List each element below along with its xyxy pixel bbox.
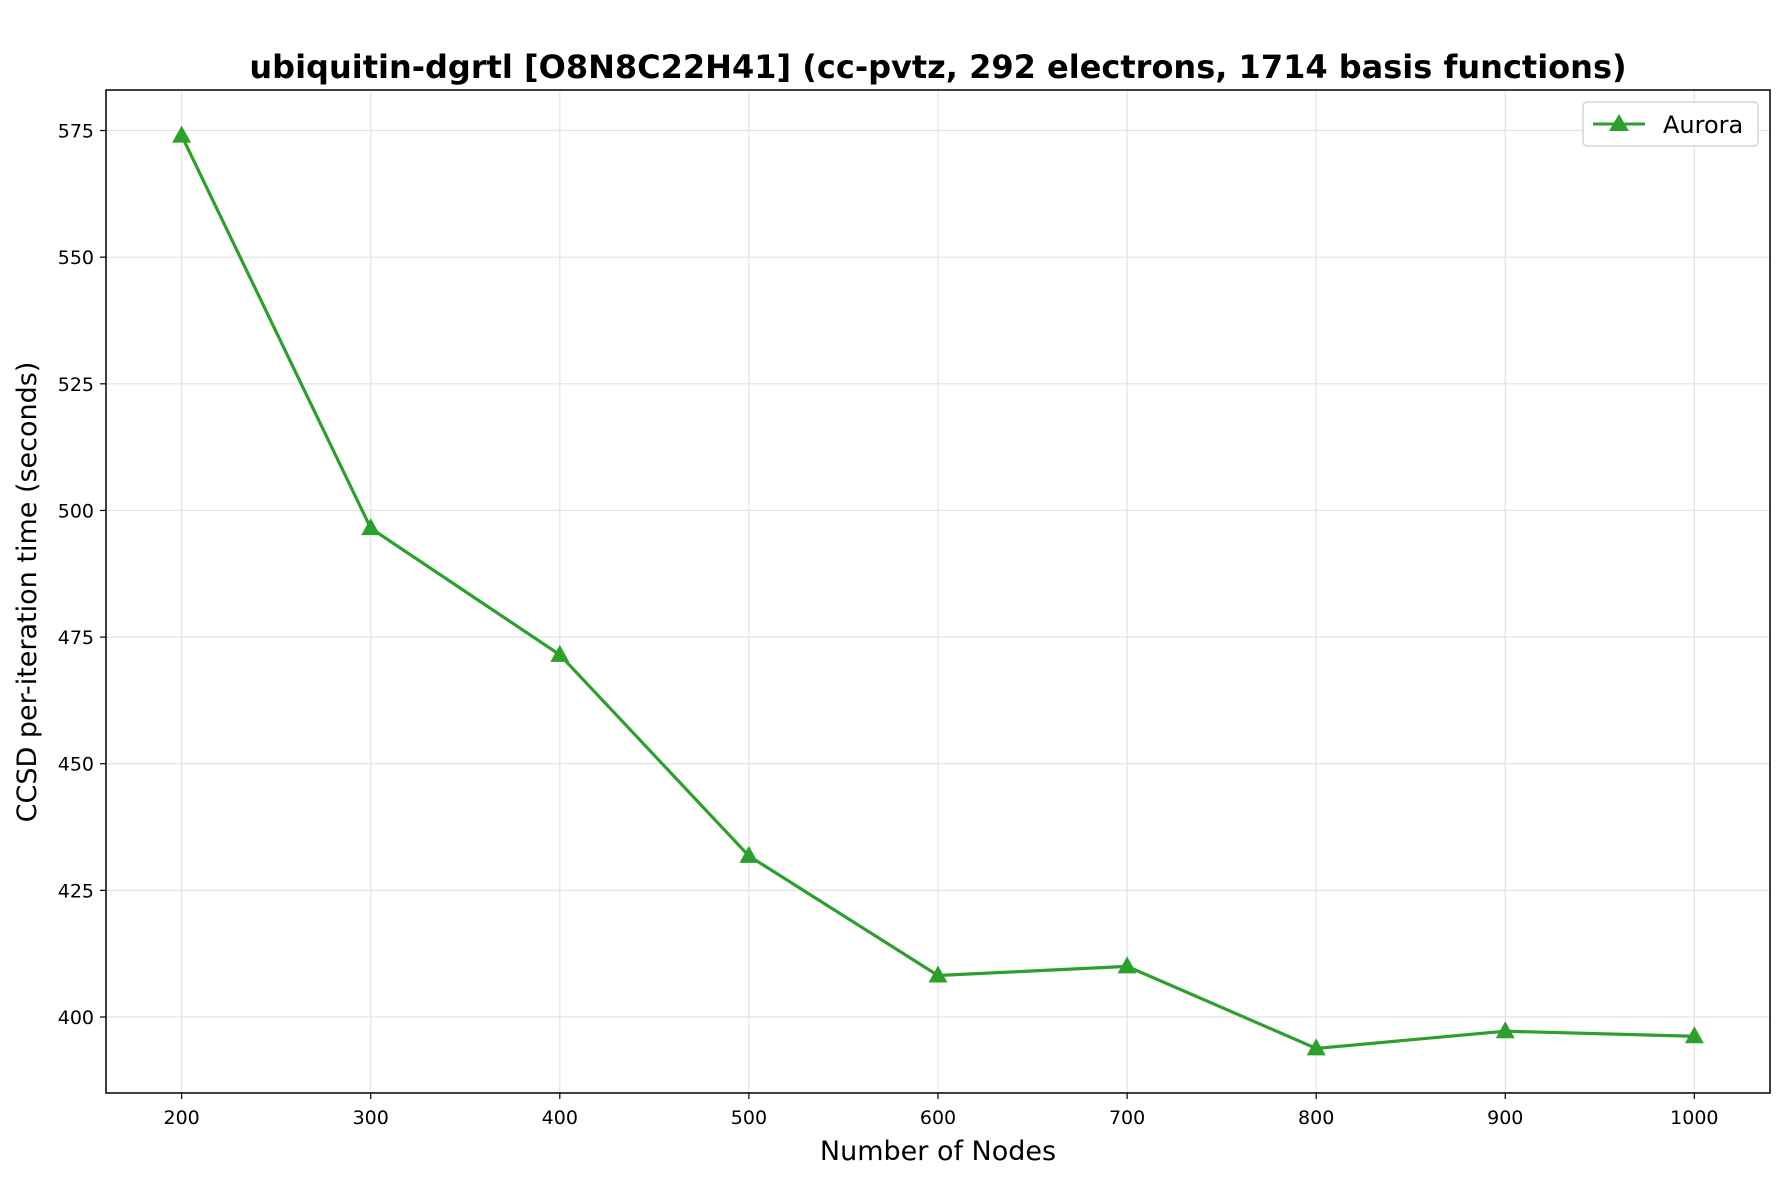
data-point-marker (550, 644, 570, 662)
legend-box (1582, 101, 1759, 147)
y-tick-label: 475 (58, 627, 94, 649)
chart-title: ubiquitin-dgrtl [O8N8C22H41] (cc-pvtz, 2… (249, 48, 1626, 86)
data-point-marker (1306, 1038, 1326, 1056)
legend: Aurora (1582, 101, 1759, 147)
x-tick-label: 500 (731, 1107, 767, 1129)
legend-label-aurora: Aurora (1663, 111, 1743, 139)
data-point-marker (1684, 1026, 1704, 1044)
data-point-marker (928, 965, 948, 983)
data-point-marker (739, 845, 759, 863)
y-tick-label: 425 (58, 880, 94, 902)
x-tick-label: 600 (920, 1107, 956, 1129)
data-point-marker (361, 518, 381, 536)
y-tick-label: 500 (58, 500, 94, 522)
data-point-marker (1495, 1021, 1515, 1039)
y-tick-label: 525 (58, 374, 94, 396)
y-tick-label: 450 (58, 754, 94, 776)
x-tick-label: 300 (353, 1107, 389, 1129)
legend-marker-triangle-icon (1609, 114, 1629, 131)
x-tick-label: 200 (164, 1107, 200, 1129)
x-tick-label: 800 (1298, 1107, 1334, 1129)
data-point-marker (172, 125, 192, 143)
grid (106, 90, 1770, 1093)
x-tick-label: 1000 (1670, 1107, 1718, 1129)
x-axis-label: Number of Nodes (820, 1136, 1056, 1167)
y-axis-ticks: 400 425 450 475 500 525 550 575 (58, 121, 106, 1029)
series-layer (172, 125, 1704, 1056)
y-tick-label: 550 (58, 247, 94, 269)
y-tick-label: 400 (58, 1007, 94, 1029)
x-tick-label: 900 (1487, 1107, 1523, 1129)
x-axis-ticks: 200 300 400 500 600 700 800 900 1000 (164, 1093, 1719, 1129)
data-point-marker (1117, 956, 1137, 974)
y-axis-label: CCSD per-iteration time (seconds) (12, 362, 43, 823)
y-tick-label: 575 (58, 121, 94, 143)
x-tick-label: 700 (1109, 1107, 1145, 1129)
x-tick-label: 400 (542, 1107, 578, 1129)
